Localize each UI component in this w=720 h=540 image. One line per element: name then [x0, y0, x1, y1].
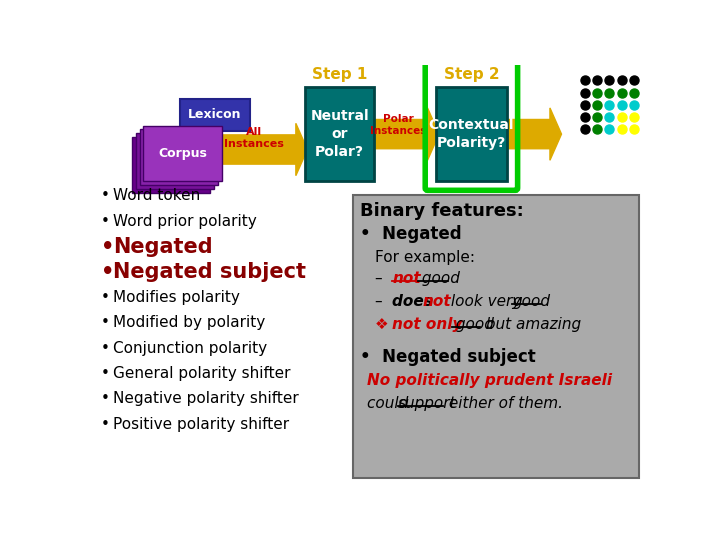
Text: •: • [101, 262, 114, 282]
Text: Word token: Word token [113, 188, 201, 203]
Text: Negated: Negated [113, 237, 213, 256]
Text: •: • [101, 214, 110, 228]
Text: does: does [392, 294, 438, 309]
Text: Lexicon: Lexicon [188, 109, 242, 122]
Text: but amazing: but amazing [481, 318, 581, 332]
Text: not: not [423, 294, 451, 309]
Text: Polar
Instances: Polar Instances [370, 114, 426, 136]
Text: •  Negated subject: • Negated subject [360, 348, 536, 366]
Text: Modified by polarity: Modified by polarity [113, 315, 266, 330]
Text: •: • [101, 366, 110, 381]
Text: good: good [451, 318, 493, 332]
FancyBboxPatch shape [179, 99, 251, 131]
Text: Neutral
or
Polar?: Neutral or Polar? [310, 109, 369, 159]
FancyBboxPatch shape [436, 87, 507, 181]
Text: Modifies polarity: Modifies polarity [113, 290, 240, 305]
Text: For example:: For example: [375, 249, 475, 265]
Text: Contextual
Polarity?: Contextual Polarity? [428, 118, 514, 150]
Text: •: • [101, 188, 110, 203]
Text: not only: not only [392, 318, 463, 332]
Text: ❖: ❖ [375, 318, 394, 332]
Text: look very: look very [446, 294, 526, 309]
Text: –: – [375, 271, 392, 286]
Text: Word prior polarity: Word prior polarity [113, 214, 257, 228]
Text: Corpus: Corpus [158, 147, 207, 160]
Polygon shape [506, 108, 562, 160]
Text: •  Negated: • Negated [360, 225, 462, 243]
FancyBboxPatch shape [353, 195, 639, 477]
Text: Binary features:: Binary features: [360, 202, 523, 220]
Text: •: • [101, 237, 114, 256]
Text: Negative polarity shifter: Negative polarity shifter [113, 392, 299, 407]
FancyBboxPatch shape [135, 133, 215, 189]
Text: good: good [417, 271, 459, 286]
Text: good: good [512, 294, 550, 309]
FancyBboxPatch shape [143, 126, 222, 181]
Text: Step 2: Step 2 [444, 66, 499, 82]
Polygon shape [374, 108, 439, 160]
Text: •: • [101, 417, 110, 432]
Text: General polarity shifter: General polarity shifter [113, 366, 291, 381]
Text: All
Instances: All Instances [224, 127, 284, 148]
FancyBboxPatch shape [140, 130, 218, 185]
Text: –: – [375, 294, 392, 309]
FancyBboxPatch shape [305, 87, 374, 181]
Text: could: could [367, 396, 413, 411]
Text: support: support [398, 396, 456, 411]
Polygon shape [222, 123, 307, 176]
Text: •: • [101, 315, 110, 330]
Text: Conjunction polarity: Conjunction polarity [113, 341, 268, 356]
Text: No politically prudent Israeli: No politically prudent Israeli [367, 373, 613, 388]
Text: either of them.: either of them. [444, 396, 564, 411]
Text: •: • [101, 290, 110, 305]
Text: Step 1: Step 1 [312, 66, 367, 82]
Text: •: • [101, 392, 110, 407]
Text: Positive polarity shifter: Positive polarity shifter [113, 417, 289, 432]
Text: •: • [101, 341, 110, 356]
Text: not: not [392, 271, 420, 286]
Text: Negated subject: Negated subject [113, 262, 307, 282]
FancyBboxPatch shape [132, 137, 210, 193]
